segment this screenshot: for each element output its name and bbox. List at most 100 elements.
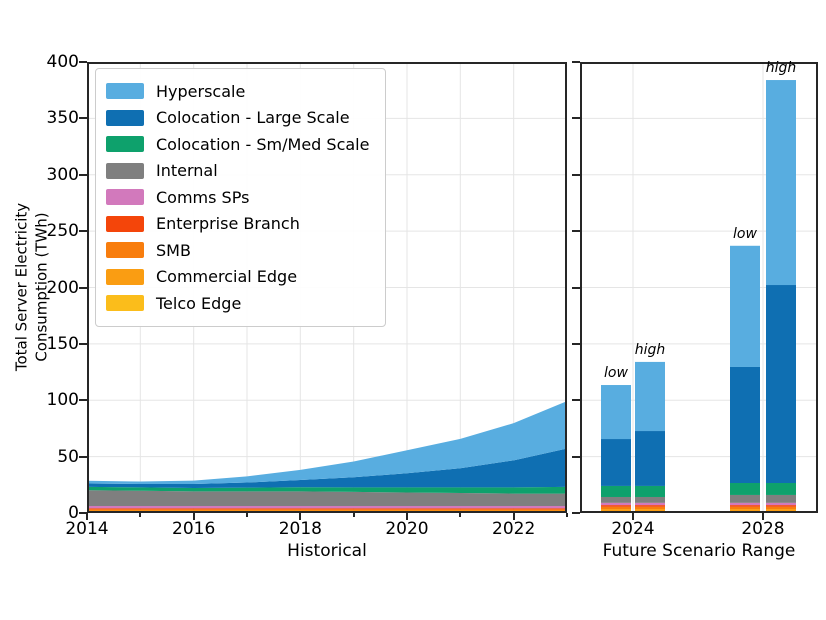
historical-axis-label: Historical	[287, 541, 367, 561]
legend-item-telco-edge: Telco Edge	[106, 290, 369, 317]
x-tick-label: 2022	[492, 519, 536, 539]
y-tick	[79, 399, 87, 402]
x-tick	[512, 513, 515, 520]
y-tick-label: 300	[46, 164, 79, 185]
legend-item-hyperscale: Hyperscale	[106, 78, 369, 105]
x-tick	[406, 513, 408, 520]
bar-2024-high-segment-internal	[635, 496, 665, 503]
y-tick-label: 100	[46, 390, 79, 411]
legend-label: Enterprise Branch	[156, 214, 300, 234]
y-tick	[79, 286, 87, 289]
bar-2024-low-segment-commercial-edge	[601, 509, 631, 512]
x-minor-tick	[566, 513, 568, 517]
legend-label: Commercial Edge	[156, 267, 298, 287]
area-enterprise-branch	[87, 508, 567, 510]
y-tick	[572, 399, 580, 402]
bar-2024-low-segment-comms-sps	[601, 502, 631, 506]
x-tick-label: 2028	[741, 519, 785, 539]
future-chart-canvas	[580, 62, 818, 513]
bar-2024-high-segment-enterprise-branch	[635, 505, 665, 507]
x-minor-tick	[459, 513, 462, 517]
x-tick	[632, 513, 634, 520]
legend-swatch-smb	[106, 242, 144, 259]
bar-2024-high-segment-colocation-large-scale	[635, 431, 665, 486]
legend-swatch-commercial-edge	[106, 268, 144, 285]
bar-2028-high-segment-colocation-sm-med-scale	[766, 483, 796, 495]
y-tick-label: 150	[46, 333, 79, 354]
bar-2024-high-segment-comms-sps	[635, 502, 665, 506]
legend-item-enterprise-branch: Enterprise Branch	[106, 211, 369, 238]
legend-label: Colocation - Sm/Med Scale	[156, 134, 370, 154]
x-tick	[299, 513, 302, 520]
x-tick	[86, 513, 88, 520]
legend-swatch-enterprise-branch	[106, 215, 144, 232]
bar-2024-low-segment-hyperscale	[601, 385, 631, 440]
area-comms-sps	[87, 506, 567, 509]
y-tick-label: 250	[46, 221, 79, 242]
area-internal	[87, 490, 567, 507]
bar-2028-low-segment-hyperscale	[730, 245, 760, 367]
bar-2024-high-segment-smb	[635, 506, 665, 510]
area-colocation-large-scale	[87, 448, 567, 488]
bar-2028-high-segment-smb	[766, 506, 796, 510]
legend-swatch-colocation-large-scale	[106, 109, 144, 126]
annotation-2024-low: low	[604, 365, 628, 382]
annotation-2028-low: low	[733, 225, 757, 242]
y-tick	[79, 512, 87, 514]
legend-swatch-colocation-sm-med-scale	[106, 136, 144, 153]
future-plot-spines	[580, 62, 818, 513]
x-tick-label: 2014	[65, 519, 109, 539]
bar-2024-low-segment-smb	[601, 506, 631, 510]
legend-label: Internal	[156, 161, 218, 181]
y-tick	[79, 230, 87, 233]
future-plot: low high low high	[580, 60, 818, 513]
x-tick-label: 2020	[385, 519, 429, 539]
y-tick	[79, 342, 87, 345]
bar-2024-high-segment-colocation-sm-med-scale	[635, 485, 665, 497]
legend-label: SMB	[156, 240, 191, 260]
bar-2024-high-segment-hyperscale	[635, 361, 665, 432]
y-tick	[79, 173, 87, 176]
y-tick	[572, 455, 580, 458]
legend-item-commercial-edge: Commercial Edge	[106, 264, 369, 291]
legend-label: Telco Edge	[156, 293, 242, 313]
legend: Hyperscale Colocation - Large Scale Coloca…	[95, 68, 387, 327]
x-tick-label: 2024	[611, 519, 655, 539]
bar-2028-high-segment-commercial-edge	[766, 509, 796, 512]
x-tick-label: 2016	[172, 519, 216, 539]
bar-2028-high-segment-colocation-large-scale	[766, 285, 796, 484]
bar-2028-low-segment-internal	[730, 494, 760, 503]
historical-plot-spines	[87, 62, 567, 513]
legend-label: Comms SPs	[156, 187, 250, 207]
bar-2028-low-segment-colocation-large-scale	[730, 366, 760, 484]
bar-2028-high-segment-hyperscale	[766, 80, 796, 286]
y-tick	[572, 117, 580, 120]
area-hyperscale	[87, 401, 567, 485]
y-tick	[572, 286, 580, 289]
legend-swatch-hyperscale	[106, 83, 144, 100]
x-minor-tick	[139, 513, 142, 517]
y-tick-label: 0	[68, 503, 79, 523]
legend-item-comms-sps: Comms SPs	[106, 184, 369, 211]
legend-item-colocation-sm-med-scale: Colocation - Sm/Med Scale	[106, 131, 369, 158]
area-colocation-sm-med-scale	[87, 486, 567, 494]
area-smb	[87, 509, 567, 511]
y-tick	[79, 455, 87, 458]
y-tick	[572, 61, 580, 63]
bar-2028-low-segment-colocation-sm-med-scale	[730, 483, 760, 495]
y-tick	[572, 173, 580, 176]
x-minor-tick	[246, 513, 248, 517]
legend-item-smb: SMB	[106, 237, 369, 264]
x-minor-tick	[352, 513, 355, 517]
legend-label: Colocation - Large Scale	[156, 108, 350, 128]
legend-label: Hyperscale	[156, 81, 246, 101]
bar-2028-high-segment-enterprise-branch	[766, 505, 796, 507]
y-tick-label: 50	[57, 446, 79, 467]
y-tick-label: 200	[46, 277, 79, 298]
legend-item-internal: Internal	[106, 158, 369, 185]
annotation-2028-high: high	[765, 60, 797, 77]
bar-2028-low-segment-commercial-edge	[730, 509, 760, 512]
y-tick	[79, 117, 87, 120]
bar-2028-high-segment-internal	[766, 494, 796, 503]
